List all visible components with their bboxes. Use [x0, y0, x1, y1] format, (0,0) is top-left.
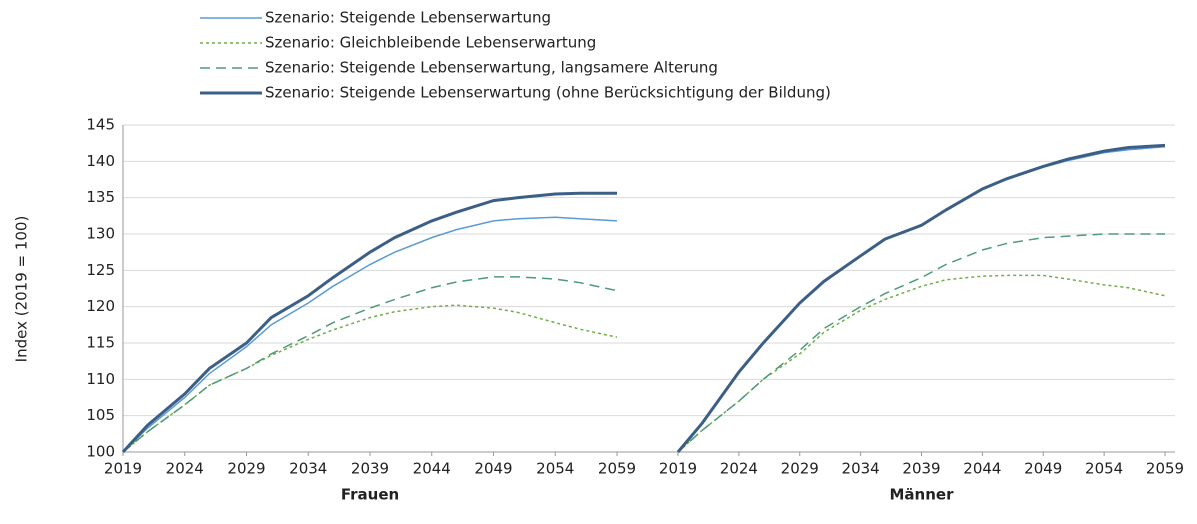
x-tick-label: 2019 [104, 460, 142, 478]
y-tick-label: 105 [86, 406, 115, 424]
line-series [677, 274, 1166, 453]
x-tick-label: 2034 [842, 460, 880, 478]
x-tick-label: 2049 [1024, 460, 1062, 478]
x-tick-label: 2054 [1085, 460, 1123, 478]
x-tick-label: 2029 [781, 460, 819, 478]
x-tick-label: 2049 [474, 460, 512, 478]
x-tick-label: 2054 [536, 460, 574, 478]
x-tick-label: 2024 [166, 460, 204, 478]
y-tick-label: 115 [86, 334, 115, 352]
y-tick-label: 125 [86, 261, 115, 279]
y-tick-label: 130 [86, 225, 115, 243]
legend-label: Szenario: Steigende Lebenserwartung [265, 9, 551, 27]
line-series [122, 304, 618, 453]
line-series [676, 143, 1166, 453]
line-series [122, 276, 618, 453]
x-tick-label: 2019 [659, 460, 697, 478]
y-tick-label: 145 [86, 116, 115, 134]
x-tick-label: 2029 [227, 460, 265, 478]
x-tick-label: 2044 [963, 460, 1001, 478]
line-series [121, 191, 617, 454]
x-tick-label: 2034 [289, 460, 327, 478]
legend-label: Szenario: Steigende Lebenserwartung, lan… [265, 59, 718, 77]
line-series [677, 233, 1165, 453]
panel-title: Frauen [341, 486, 399, 504]
x-tick-label: 2039 [351, 460, 389, 478]
x-tick-label: 2024 [720, 460, 758, 478]
y-axis-label: Index (2019 = 100) [13, 216, 31, 363]
panel-title: Männer [890, 486, 955, 504]
y-tick-label: 110 [86, 370, 115, 388]
x-tick-label: 2044 [413, 460, 451, 478]
line-series [677, 146, 1166, 453]
y-tick-label: 120 [86, 297, 115, 315]
x-tick-label: 2039 [902, 460, 940, 478]
x-tick-label: 2059 [598, 460, 636, 478]
line-series [122, 216, 618, 453]
y-tick-label: 140 [86, 152, 115, 170]
legend-label: Szenario: Gleichbleibende Lebenserwartun… [265, 34, 596, 52]
legend-label: Szenario: Steigende Lebenserwartung (ohn… [265, 84, 831, 102]
x-tick-label: 2059 [1146, 460, 1184, 478]
y-tick-label: 100 [86, 443, 115, 461]
y-tick-label: 135 [86, 188, 115, 206]
